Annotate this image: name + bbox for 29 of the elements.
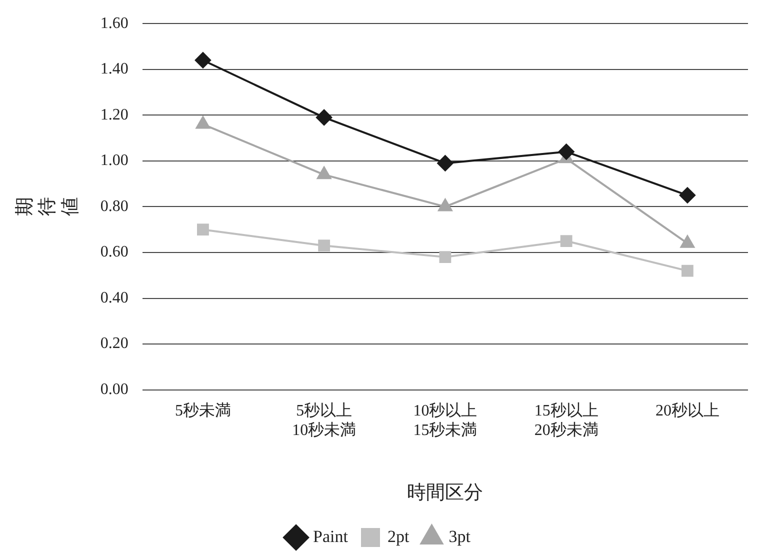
point	[439, 251, 452, 263]
point	[194, 52, 211, 68]
y-tick-label: 1.00	[100, 152, 128, 170]
point	[316, 109, 332, 126]
y-tick-label: 1.60	[100, 14, 128, 32]
legend-label: Paint	[313, 526, 348, 546]
y-tick-label: 0.60	[100, 244, 128, 261]
x-tick-label: 5秒未満	[174, 402, 231, 420]
y-tick-label: 0.80	[100, 198, 128, 215]
x-tick-label: 15秒以上 20秒未満	[534, 402, 598, 439]
point	[437, 155, 454, 172]
legend-label: 3pt	[448, 526, 471, 546]
point	[560, 235, 572, 247]
y-tick-label: 0.00	[100, 381, 128, 398]
point	[681, 264, 694, 277]
y-tick-label: 1.40	[100, 60, 128, 78]
y-tick-label: 0.20	[100, 335, 128, 352]
point	[679, 187, 696, 204]
x-tick-label: 5秒以上 10秒未満	[292, 402, 356, 439]
x-tick-label: 10秒以上 15秒未満	[413, 402, 478, 439]
point	[197, 224, 209, 236]
y-tick-label: 0.40	[100, 289, 128, 306]
legend-label: 2pt	[388, 526, 410, 546]
point	[558, 144, 574, 160]
x-axis-title: 時間区分	[407, 482, 484, 504]
x-tick-label: 20秒以上	[655, 402, 720, 420]
y-tick-label: 1.20	[100, 106, 128, 124]
point	[318, 240, 330, 252]
y-axis-title: 期待値	[14, 197, 81, 216]
